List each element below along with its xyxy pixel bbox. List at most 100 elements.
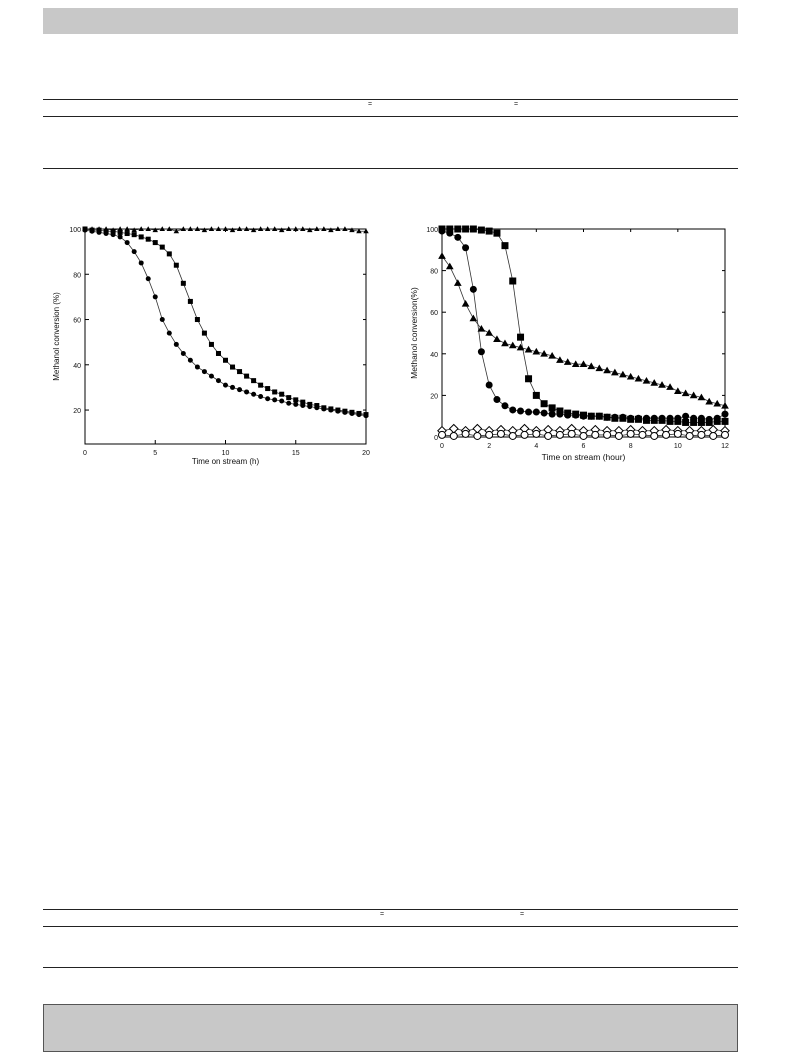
data-point — [293, 397, 299, 403]
data-point — [293, 226, 299, 231]
x-tick-label: 8 — [629, 443, 633, 450]
data-point — [509, 406, 517, 414]
data-point — [236, 226, 243, 231]
data-point — [493, 396, 501, 404]
data-point — [446, 225, 454, 233]
data-point — [201, 330, 207, 336]
data-point — [485, 329, 494, 336]
data-point — [438, 227, 446, 235]
data-point — [713, 399, 722, 407]
series-line — [441, 230, 726, 420]
data-point — [194, 226, 201, 231]
data-point — [265, 396, 271, 402]
data-point — [258, 382, 264, 388]
data-point — [517, 333, 525, 341]
data-point — [524, 345, 533, 353]
data-point — [257, 226, 264, 231]
series-circle-open — [438, 429, 729, 440]
data-point — [356, 412, 362, 418]
data-point — [251, 378, 257, 384]
table-top-rule-2 — [43, 116, 738, 117]
data-point — [619, 413, 627, 421]
y-axis-label: Methanol conversion(%) — [409, 287, 419, 379]
data-point — [673, 429, 682, 438]
data-point — [159, 317, 165, 323]
y-tick-label: 100 — [426, 227, 438, 234]
data-point — [187, 357, 193, 363]
series-circle — [82, 227, 369, 419]
y-tick-label: 20 — [73, 408, 81, 415]
y-tick-label: 60 — [430, 310, 438, 317]
data-point — [681, 389, 690, 397]
data-point — [194, 364, 200, 370]
data-point — [159, 244, 165, 250]
data-point — [662, 430, 671, 439]
y-tick-label: 100 — [69, 227, 81, 234]
y-tick-label: 0 — [434, 435, 438, 442]
data-point — [485, 227, 493, 235]
data-point — [462, 225, 470, 233]
y-tick-label: 80 — [73, 272, 81, 279]
data-point — [501, 242, 509, 250]
data-point — [709, 431, 718, 440]
data-point — [454, 233, 462, 241]
data-point — [438, 430, 446, 439]
data-point — [721, 401, 729, 409]
data-point — [674, 414, 682, 422]
data-point — [611, 368, 619, 376]
data-point — [721, 430, 729, 439]
data-point — [349, 227, 355, 233]
data-point — [131, 249, 137, 255]
data-point — [335, 408, 341, 414]
data-point — [587, 412, 595, 420]
y-tick-label: 40 — [73, 363, 81, 370]
y-tick-label: 40 — [430, 352, 438, 359]
data-point — [532, 408, 540, 416]
data-point — [180, 226, 187, 231]
data-point — [152, 294, 158, 300]
x-tick-label: 0 — [440, 443, 444, 450]
data-point — [244, 389, 250, 395]
data-point — [595, 412, 603, 420]
data-point — [477, 348, 485, 356]
data-point — [591, 430, 600, 439]
data-point — [166, 226, 173, 231]
data-point — [721, 417, 729, 425]
data-point — [626, 429, 635, 438]
data-point — [587, 362, 596, 370]
data-point — [508, 341, 517, 349]
data-point — [544, 431, 553, 440]
x-tick-label: 10 — [674, 443, 682, 450]
data-point — [571, 360, 580, 367]
data-point — [250, 227, 257, 233]
x-tick-label: 6 — [582, 443, 586, 450]
data-point — [300, 226, 306, 231]
data-point — [556, 410, 564, 418]
data-point — [520, 430, 529, 439]
data-point — [208, 341, 214, 347]
data-point — [208, 373, 214, 379]
data-point — [166, 330, 172, 336]
data-point — [572, 411, 580, 419]
data-point — [682, 418, 690, 426]
series-circle — [438, 227, 729, 423]
plot-frame — [84, 228, 367, 445]
data-point — [540, 400, 548, 408]
data-point — [453, 279, 462, 286]
data-point — [705, 415, 713, 423]
data-point — [721, 410, 729, 418]
data-point — [145, 226, 151, 231]
data-point — [272, 397, 278, 403]
data-point — [138, 234, 144, 240]
data-point — [103, 231, 109, 237]
data-point — [485, 430, 494, 439]
y-tick-label: 20 — [430, 393, 438, 400]
data-point — [555, 430, 564, 439]
data-point — [461, 300, 470, 307]
data-point — [697, 414, 705, 422]
data-point — [265, 386, 271, 392]
data-point — [124, 240, 130, 246]
data-point — [493, 335, 501, 343]
data-point — [363, 228, 369, 234]
data-point — [237, 369, 243, 375]
